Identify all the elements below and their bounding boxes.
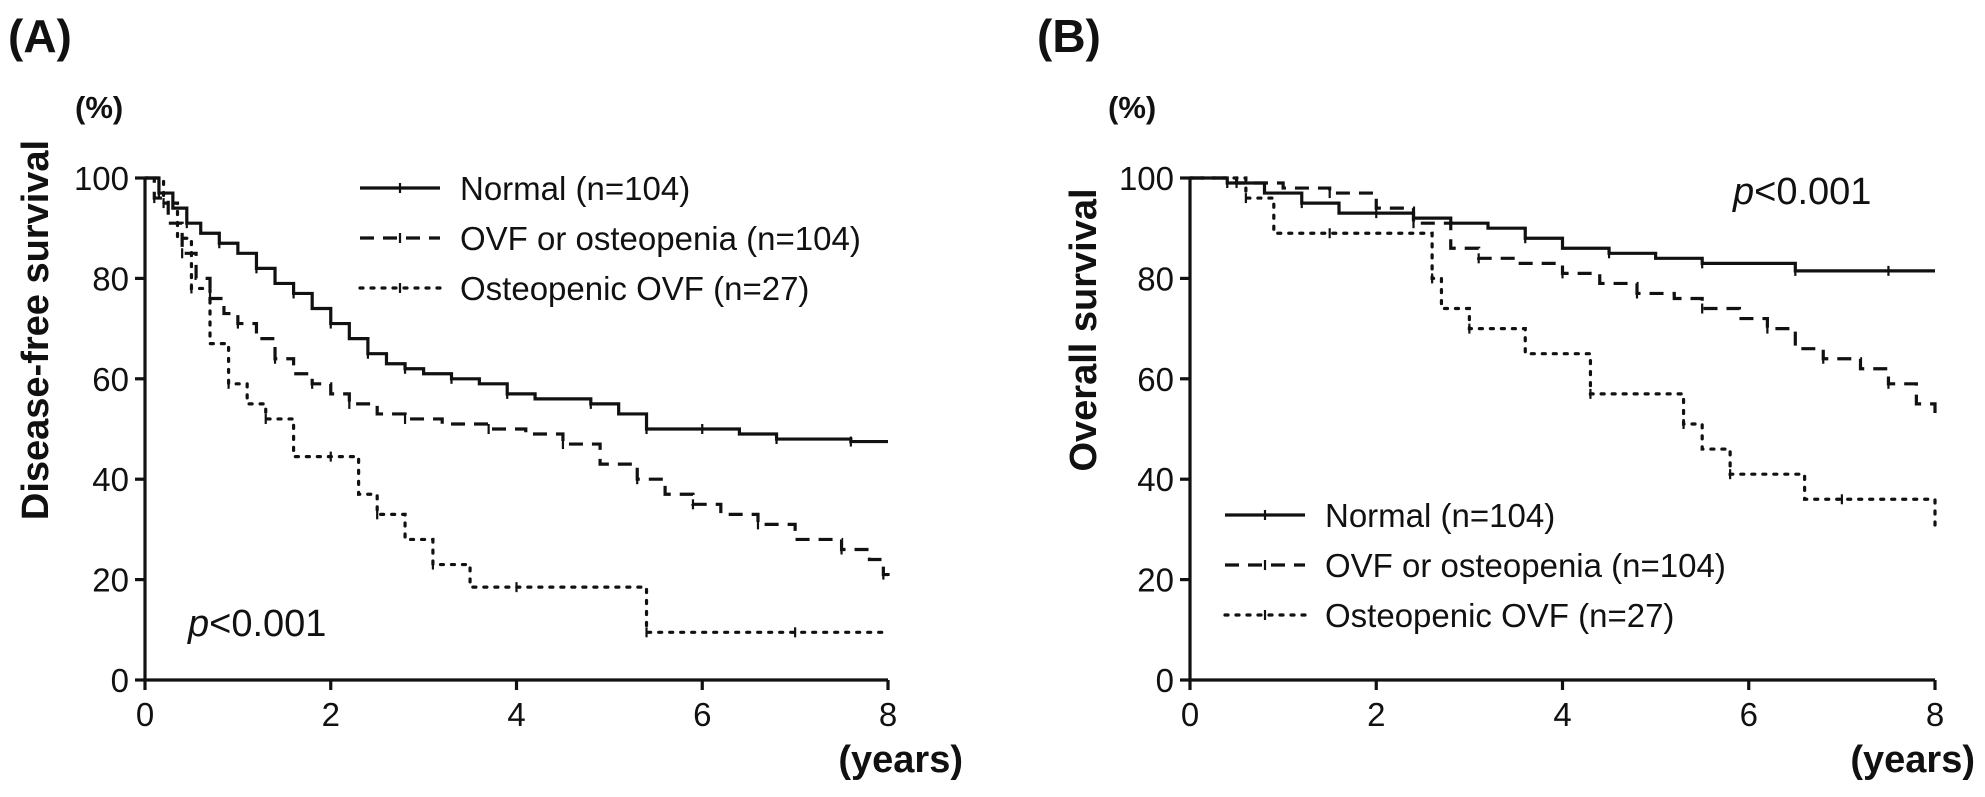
y-tick-label: 80	[1137, 260, 1174, 297]
panel-b-y-axis-title: Overall survival	[1063, 188, 1105, 471]
y-tick-label: 60	[92, 361, 129, 398]
y-tick-label: 100	[74, 160, 129, 197]
y-tick-label: 20	[1137, 562, 1174, 599]
x-tick-label: 6	[693, 696, 711, 733]
panel-a-legend: Normal (n=104) OVF or osteopenia (n=104) O…	[358, 170, 861, 307]
panel-a-p-symbol: p	[187, 603, 209, 645]
panel-a-p-value: p<0.001	[187, 603, 326, 645]
legend-label: Osteopenic OVF (n=27)	[1325, 597, 1674, 634]
series-line-solid	[145, 176, 888, 444]
x-tick-label: 8	[1926, 696, 1944, 733]
x-tick-label: 4	[1553, 696, 1571, 733]
x-tick-label: 2	[322, 696, 340, 733]
legend-label: Normal (n=104)	[460, 170, 690, 207]
legend-label: Osteopenic OVF (n=27)	[460, 270, 809, 307]
panel-b: (B) (%) Overall survival (years) 0 2 4 6 802…	[1037, 10, 1975, 781]
x-tick-label: 6	[1740, 696, 1758, 733]
panel-a: (A) (%) Disease-free survival (years) 0 2…	[8, 10, 963, 781]
y-tick-label: 80	[92, 260, 129, 297]
y-tick-label: 20	[92, 562, 129, 599]
legend-label: OVF or osteopenia (n=104)	[460, 220, 861, 257]
x-tick-label: 0	[136, 696, 154, 733]
panel-a-label: (A)	[8, 10, 72, 62]
panel-a-x-axis-title: (years)	[838, 739, 963, 781]
panel-b-x-axis-title: (years)	[1850, 739, 1975, 781]
panel-a-curves	[143, 176, 890, 638]
legend-label: OVF or osteopenia (n=104)	[1325, 547, 1726, 584]
y-tick-label: 40	[1137, 461, 1174, 498]
y-tick-label: 0	[111, 662, 129, 699]
series-line-solid	[1190, 176, 1935, 273]
panel-a-unit-label: (%)	[75, 90, 123, 125]
y-tick-label: 40	[92, 461, 129, 498]
y-tick-label: 60	[1137, 361, 1174, 398]
y-tick-label: 0	[1156, 662, 1174, 699]
legend-label: Normal (n=104)	[1325, 497, 1555, 534]
panel-b-p-value: p<0.001	[1732, 171, 1871, 213]
panel-a-p-text: <0.001	[209, 603, 326, 645]
x-tick-label: 2	[1367, 696, 1385, 733]
panel-b-legend: Normal (n=104) OVF or osteopenia (n=104) O…	[1223, 497, 1726, 634]
series-line-dashed	[1190, 176, 1937, 414]
panel-b-p-symbol: p	[1732, 171, 1754, 213]
panel-b-unit-label: (%)	[1108, 90, 1156, 125]
panel-b-curves	[1188, 176, 1937, 531]
panel-b-label: (B)	[1037, 10, 1101, 62]
panel-a-y-axis-title: Disease-free survival	[15, 140, 57, 520]
x-tick-label: 4	[507, 696, 525, 733]
y-tick-label: 100	[1119, 160, 1174, 197]
series-line-dotted	[1188, 176, 1937, 531]
panel-b-p-text: <0.001	[1754, 171, 1871, 213]
x-tick-label: 0	[1181, 696, 1199, 733]
x-tick-label: 8	[879, 696, 897, 733]
